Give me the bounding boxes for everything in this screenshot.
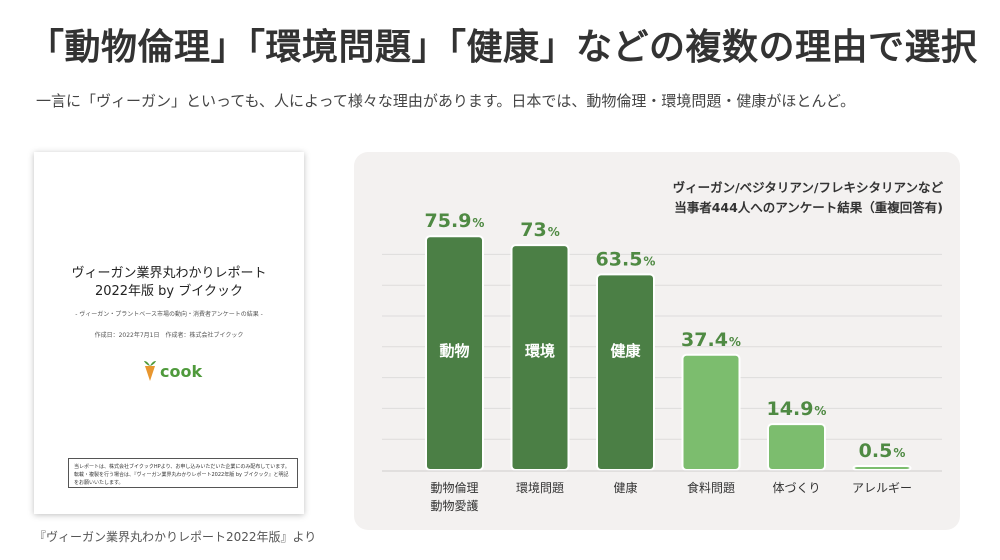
category-label-5: アレルギー (852, 481, 912, 495)
value-label-5: 0.5% (859, 440, 906, 462)
bar-inner-label-0: 動物 (439, 342, 469, 360)
value-unit-0: % (472, 216, 484, 230)
category-label-4: 体づくり (772, 481, 820, 495)
report-cover[interactable]: ヴィーガン業界丸わかりレポート 2022年版 by ブイクック - ヴィーガン・… (34, 152, 304, 514)
survey-note-line1: ヴィーガン/ベジタリアン/フレキシタリアンなど (672, 180, 943, 195)
bar-5 (852, 465, 912, 471)
category-label-1: 環境問題 (516, 480, 564, 495)
category-label-0-1: 動物愛護 (430, 498, 478, 513)
value-label-1: 73% (520, 219, 559, 241)
cover-title-line2: 2022年版 by ブイクック (94, 284, 244, 299)
value-label-0: 75.9% (425, 210, 485, 232)
bar-inner-label-2: 健康 (610, 342, 641, 360)
source-caption: 『ヴィーガン業界丸わかりレポート2022年版』より (34, 530, 317, 544)
bar-1 (510, 244, 570, 471)
bar-3 (681, 353, 741, 472)
cover-meta: 作成日：2022年7月1日 作成者：株式会社ブイクック (94, 332, 244, 339)
category-label-3: 食料問題 (687, 480, 735, 495)
value-unit-3: % (729, 335, 741, 349)
bar-2 (596, 273, 655, 472)
category-label-2: 健康 (613, 480, 637, 495)
cover-title-line1: ヴィーガン業界丸わかりレポート (71, 266, 267, 281)
value-unit-1: % (548, 225, 560, 239)
cover-notice: 当レポートは、株式会社ブイクックHPより、お申し込みいただいた企業にのみ配布して… (68, 458, 298, 488)
value-unit-5: % (893, 446, 905, 460)
page-headline: 「動物倫理」「環境問題」「健康」などの複数の理由で選択 (28, 27, 978, 68)
value-unit-2: % (643, 254, 655, 268)
survey-note: ヴィーガン/ベジタリアン/フレキシタリアンなど 当事者444人へのアンケート結果… (647, 178, 943, 218)
value-label-3: 37.4% (681, 329, 741, 351)
category-label-0-0: 動物倫理 (430, 481, 478, 495)
value-label-4: 14.9% (767, 398, 827, 420)
bar-0 (425, 235, 484, 471)
cover-subtitle: - ヴィーガン・プラントベース市場の動向・消費者アンケートの結果 - (75, 311, 263, 318)
bar-inner-label-1: 環境 (525, 342, 555, 360)
page-subtitle: 一言に「ヴィーガン」といっても、人によって様々な理由があります。日本では、動物倫… (36, 92, 856, 110)
survey-note-line2: 当事者444人へのアンケート結果（重複回答有) (674, 200, 943, 215)
bar-4 (767, 423, 826, 471)
cover-title: ヴィーガン業界丸わかりレポート 2022年版 by ブイクック (34, 265, 304, 301)
carrot-icon (144, 361, 156, 381)
logo-text: cook (160, 361, 203, 381)
value-label-2: 63.5% (596, 248, 656, 270)
vcook-logo: cook (142, 360, 202, 382)
value-unit-4: % (814, 404, 826, 418)
